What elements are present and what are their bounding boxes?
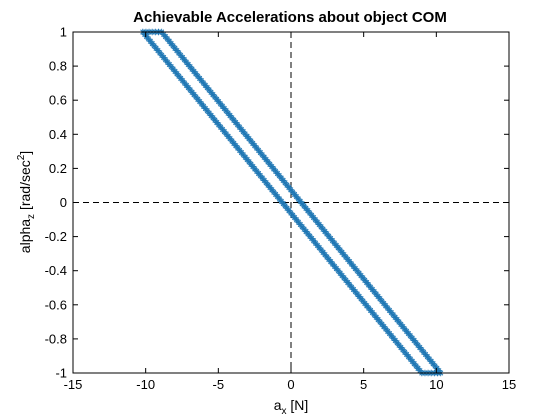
y-tick-label: -0.6: [45, 297, 67, 312]
y-tick-label: 0.2: [49, 161, 67, 176]
x-axis-label-sub: x: [282, 406, 287, 417]
y-tick-label: -0.4: [45, 263, 67, 278]
y-axis-label-sup: 2: [16, 154, 27, 160]
data-point: [141, 31, 148, 38]
y-tick-label: -0.8: [45, 331, 67, 346]
x-tick-label: 5: [360, 377, 367, 392]
y-axis-label-sub: z: [26, 214, 37, 219]
y-tick-label: 0.4: [49, 127, 67, 142]
x-tick-label: -10: [136, 377, 155, 392]
y-tick-label: -1: [55, 366, 67, 381]
chart-title: Achievable Accelerations about object CO…: [133, 9, 447, 26]
y-axis-label-rest: [rad/sec: [17, 160, 33, 214]
y-tick-label: 1: [60, 25, 67, 40]
x-axis-label-rest: [N]: [287, 397, 309, 413]
y-tick-label: 0: [60, 195, 67, 210]
y-axis-label: alphaz [rad/sec2]: [16, 151, 37, 253]
x-axis-label: ax [N]: [274, 397, 309, 417]
data-series: [139, 28, 444, 377]
x-tick-label: -5: [213, 377, 225, 392]
reference-lines: [73, 32, 509, 373]
y-tick-label: 0.6: [49, 93, 67, 108]
x-axis-label-base: a: [274, 397, 282, 413]
plot-frame: [72, 31, 510, 374]
x-tick-label: -15: [64, 377, 83, 392]
y-axis-label-end: ]: [17, 151, 33, 155]
y-axis-label-base: alpha: [17, 219, 33, 253]
x-tick-label: 15: [502, 377, 516, 392]
x-tick-label: 10: [429, 377, 443, 392]
x-tick-label: 0: [287, 377, 294, 392]
y-tick-label: -0.2: [45, 229, 67, 244]
y-tick-label: 0.8: [49, 59, 67, 74]
